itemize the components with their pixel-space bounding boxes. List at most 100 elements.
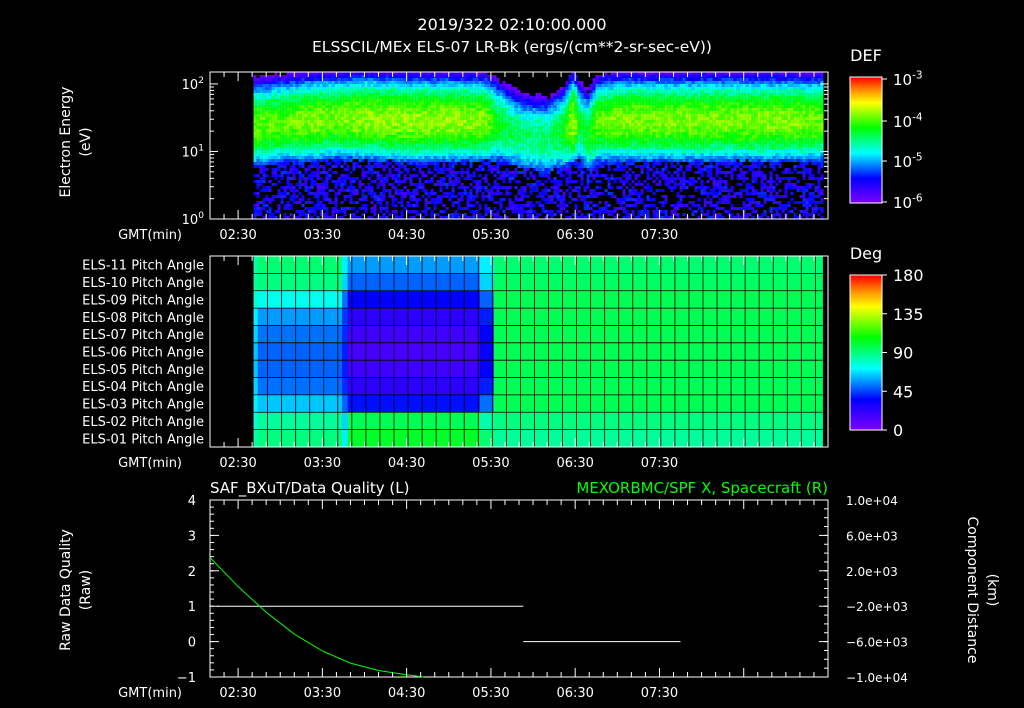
spectrogram-cell [421,81,425,84]
spectrogram-cell [550,195,554,198]
spectrogram-cell [556,99,560,102]
spectrogram-cell [313,207,317,210]
spectrogram-cell [319,138,323,141]
spectrogram-cell [556,180,560,183]
spectrogram-cell [409,72,413,75]
spectrogram-cell [595,180,599,183]
spectrogram-cell [283,141,287,144]
spectrogram-cell [319,201,323,204]
spectrogram-cell [538,108,542,111]
spectrogram-cell [430,177,434,180]
spectrogram-cell [415,102,419,105]
spectrogram-cell [601,150,605,153]
spectrogram-cell [586,180,590,183]
spectrogram-cell [277,192,281,195]
spectrogram-cell [418,150,422,153]
spectrogram-cell [391,135,395,138]
spectrogram-cell [577,144,581,147]
spectrogram-cell [355,177,359,180]
spectrogram-cell [493,111,497,114]
spectrogram-cell [337,147,341,150]
spectrogram-cell [583,171,587,174]
spectrogram-cell [370,84,374,87]
spectrogram-cell [613,141,617,144]
spectrogram-cell [295,114,299,117]
spectrogram-cell [622,129,626,132]
spectrogram-cell [514,117,518,120]
spectrogram-cell [301,132,305,135]
spectrogram-cell [466,78,470,81]
spectrogram-cell [268,132,272,135]
spectrogram-cell [418,135,422,138]
spectrogram-cell [496,108,500,111]
spectrogram-cell [511,156,515,159]
spectrogram-cell [556,102,560,105]
spectrogram-cell [526,120,530,123]
spectrogram-cell [607,150,611,153]
spectrogram-cell [397,180,401,183]
spectrogram-cell [346,186,350,189]
spectrogram-cell [373,120,377,123]
spectrogram-cell [589,93,593,96]
spectrogram-cell [385,120,389,123]
spectrogram-cell [514,126,518,129]
spectrogram-cell [484,96,488,99]
spectrogram-cell [412,162,416,165]
spectrogram-cell [316,162,320,165]
spectrogram-cell [556,114,560,117]
spectrogram-cell [487,96,491,99]
spectrogram-cell [463,153,467,156]
spectrogram-cell [346,150,350,153]
spectrogram-cell [409,114,413,117]
spectrogram-cell [619,78,623,81]
spectrogram-cell [316,150,320,153]
spectrogram-cell [436,99,440,102]
spectrogram-cell [496,141,500,144]
spectrogram-cell [418,126,422,129]
spectrogram-cell [547,120,551,123]
spectrogram-cell [484,213,488,216]
spectrogram-cell [253,75,257,78]
spectrogram-cell [301,204,305,207]
spectrogram-cell [325,105,329,108]
spectrogram-cell [352,201,356,204]
spectrogram-cell [334,81,338,84]
spectrogram-cell [307,108,311,111]
spectrogram-cell [595,93,599,96]
spectrogram-cell [451,81,455,84]
spectrogram-cell [628,204,632,207]
spectrogram-cell [433,183,437,186]
spectrogram-cell [610,159,614,162]
spectrogram-cell [292,144,296,147]
spectrogram-cell [472,138,476,141]
spectrogram-cell [259,90,263,93]
spectrogram-cell [625,123,629,126]
spectrogram-cell [331,201,335,204]
spectrogram-cell [385,78,389,81]
spectrogram-cell [622,111,626,114]
spectrogram-cell [526,210,530,213]
spectrogram-cell [280,129,284,132]
spectrogram-cell [625,93,629,96]
spectrogram-cell [310,174,314,177]
spectrogram-cell [277,156,281,159]
spectrogram-cell [436,111,440,114]
spectrogram-cell [277,147,281,150]
spectrogram-cell [259,75,263,78]
spectrogram-cell [478,216,482,219]
spectrogram-cell [571,198,575,201]
spectrogram-cell [340,93,344,96]
spectrogram-cell [406,189,410,192]
spectrogram-cell [358,180,362,183]
spectrogram-cell [613,75,617,78]
spectrogram-cell [613,210,617,213]
spectrogram-cell [541,159,545,162]
spectrogram-cell [478,207,482,210]
spectrogram-cell [505,105,509,108]
spectrogram-cell [493,105,497,108]
spectrogram-cell [292,81,296,84]
spectrogram-cell [538,171,542,174]
spectrogram-cell [289,135,293,138]
spectrogram-cell [256,156,260,159]
spectrogram-cell [481,168,485,171]
